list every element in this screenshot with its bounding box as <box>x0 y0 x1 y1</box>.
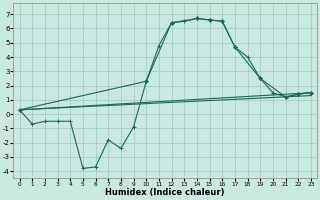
X-axis label: Humidex (Indice chaleur): Humidex (Indice chaleur) <box>106 188 225 197</box>
